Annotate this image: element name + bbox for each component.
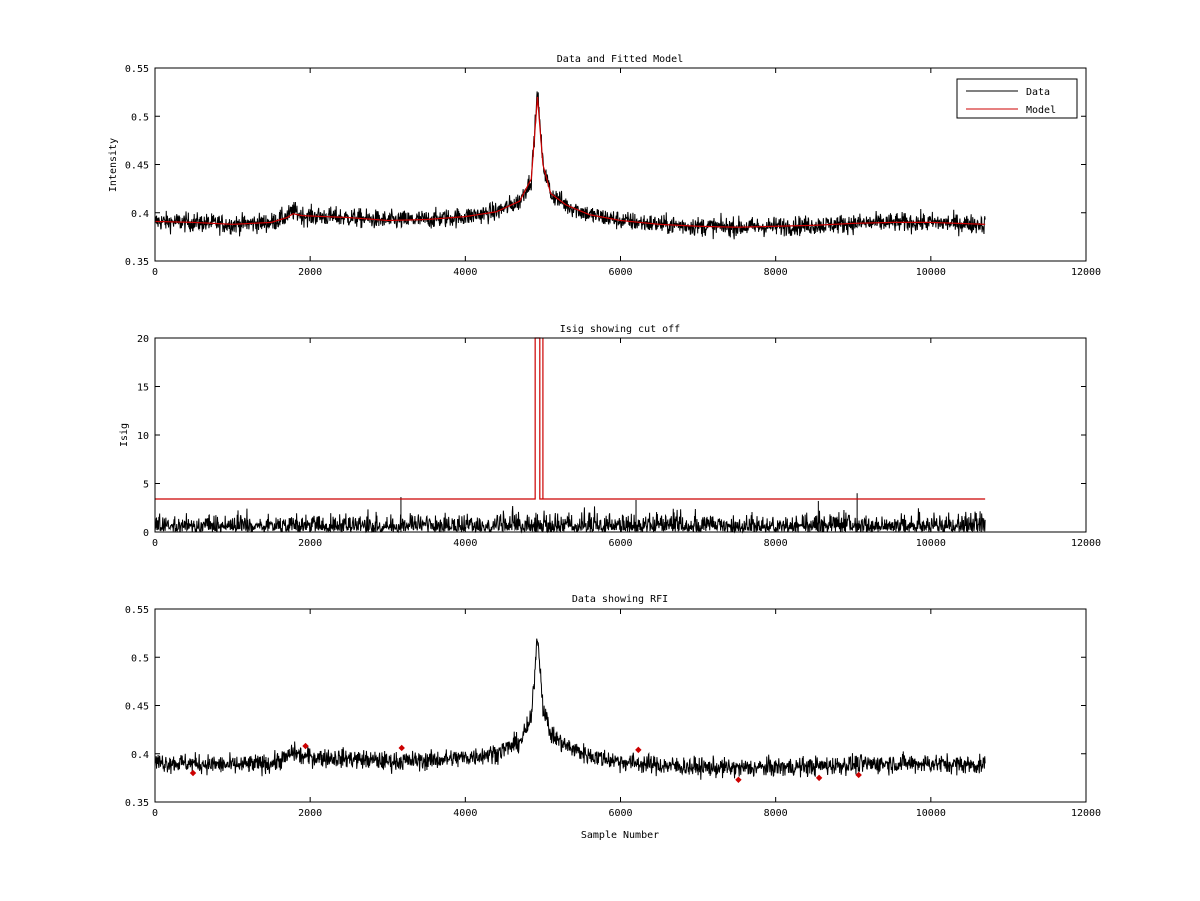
y-tick-label: 0.55 <box>125 605 149 616</box>
y-tick-label: 0.45 <box>125 702 149 713</box>
rfi-marker <box>302 742 309 750</box>
x-tick-label: 4000 <box>453 808 477 819</box>
y-tick-label: 20 <box>137 334 149 345</box>
y-tick-label: 0.5 <box>131 112 149 123</box>
x-tick-label: 0 <box>152 538 158 549</box>
rfi-marker <box>398 744 405 752</box>
x-tick-label: 4000 <box>453 267 477 278</box>
x-tick-label: 0 <box>152 267 158 278</box>
y-tick-label: 5 <box>143 480 149 491</box>
x-tick-label: 0 <box>152 808 158 819</box>
rfi-marker <box>635 746 642 754</box>
x-tick-label: 12000 <box>1071 267 1101 278</box>
y-tick-label: 0.55 <box>125 64 149 75</box>
chart-title: Data showing RFI <box>572 594 668 605</box>
axis-ticks: 0 2000 4000 6000 8000 10000 12000 0 5 10 15 20 <box>137 334 1101 549</box>
x-tick-label: 2000 <box>298 267 322 278</box>
x-tick-label: 10000 <box>916 808 946 819</box>
panel-isig-showing-cut-off: Isig showing cut off Isig 0 2000 4000 6000 8… <box>119 324 1101 549</box>
y-tick-label: 15 <box>137 383 149 394</box>
y-axis-label: Isig <box>119 423 130 447</box>
x-tick-label: 10000 <box>916 538 946 549</box>
x-axis-label: Sample Number <box>581 830 659 841</box>
plot-area <box>154 638 986 784</box>
legend-label-data: Data <box>1026 87 1050 98</box>
rfi-marker <box>189 769 197 777</box>
x-tick-label: 12000 <box>1071 808 1101 819</box>
x-tick-label: 6000 <box>608 267 632 278</box>
x-tick-label: 2000 <box>298 538 322 549</box>
x-tick-label: 8000 <box>764 538 788 549</box>
chart-title: Data and Fitted Model <box>557 54 683 65</box>
y-tick-label: 10 <box>137 431 149 442</box>
rfi-marker <box>735 776 742 784</box>
legend-box <box>956 78 1078 119</box>
rfi-marker <box>815 774 823 782</box>
plot-area <box>154 91 986 240</box>
axis-ticks: 0 2000 4000 6000 8000 10000 12000 0.35 0.4 0.45 0.… <box>125 605 1101 819</box>
x-tick-label: 8000 <box>764 808 788 819</box>
x-tick-label: 4000 <box>453 538 477 549</box>
series-0-line <box>154 638 986 780</box>
chart-title: Isig showing cut off <box>560 324 680 335</box>
isig-noise-line <box>154 506 986 534</box>
y-tick-label: 0.35 <box>125 798 149 809</box>
y-tick-label: 0.5 <box>131 653 149 664</box>
x-tick-label: 2000 <box>298 808 322 819</box>
y-tick-label: 0.45 <box>125 161 149 172</box>
axis-ticks: 0 2000 4000 6000 8000 10000 12000 0.35 0.4 0.45 0.… <box>125 64 1101 278</box>
legend: Data Model <box>956 78 1078 119</box>
x-tick-label: 8000 <box>764 267 788 278</box>
y-tick-label: 0.4 <box>131 750 149 761</box>
rfi-marker <box>855 771 862 779</box>
x-tick-label: 6000 <box>608 538 632 549</box>
y-tick-label: 0.4 <box>131 209 149 220</box>
y-tick-label: 0 <box>143 528 149 539</box>
x-tick-label: 6000 <box>608 808 632 819</box>
y-tick-label: 0.35 <box>125 257 149 268</box>
legend-label-model: Model <box>1026 105 1056 116</box>
model-line <box>154 96 986 228</box>
x-tick-label: 12000 <box>1071 538 1101 549</box>
data-line <box>154 91 986 240</box>
panel-data-showing-rfi: Data showing RFI Sample Number 0 2000 4000… <box>125 594 1101 841</box>
panel-data-and-fitted-model: Data and Fitted Model Intensity 0 2000 400… <box>108 54 1101 278</box>
y-axis-label: Intensity <box>108 138 119 192</box>
x-tick-label: 10000 <box>916 267 946 278</box>
